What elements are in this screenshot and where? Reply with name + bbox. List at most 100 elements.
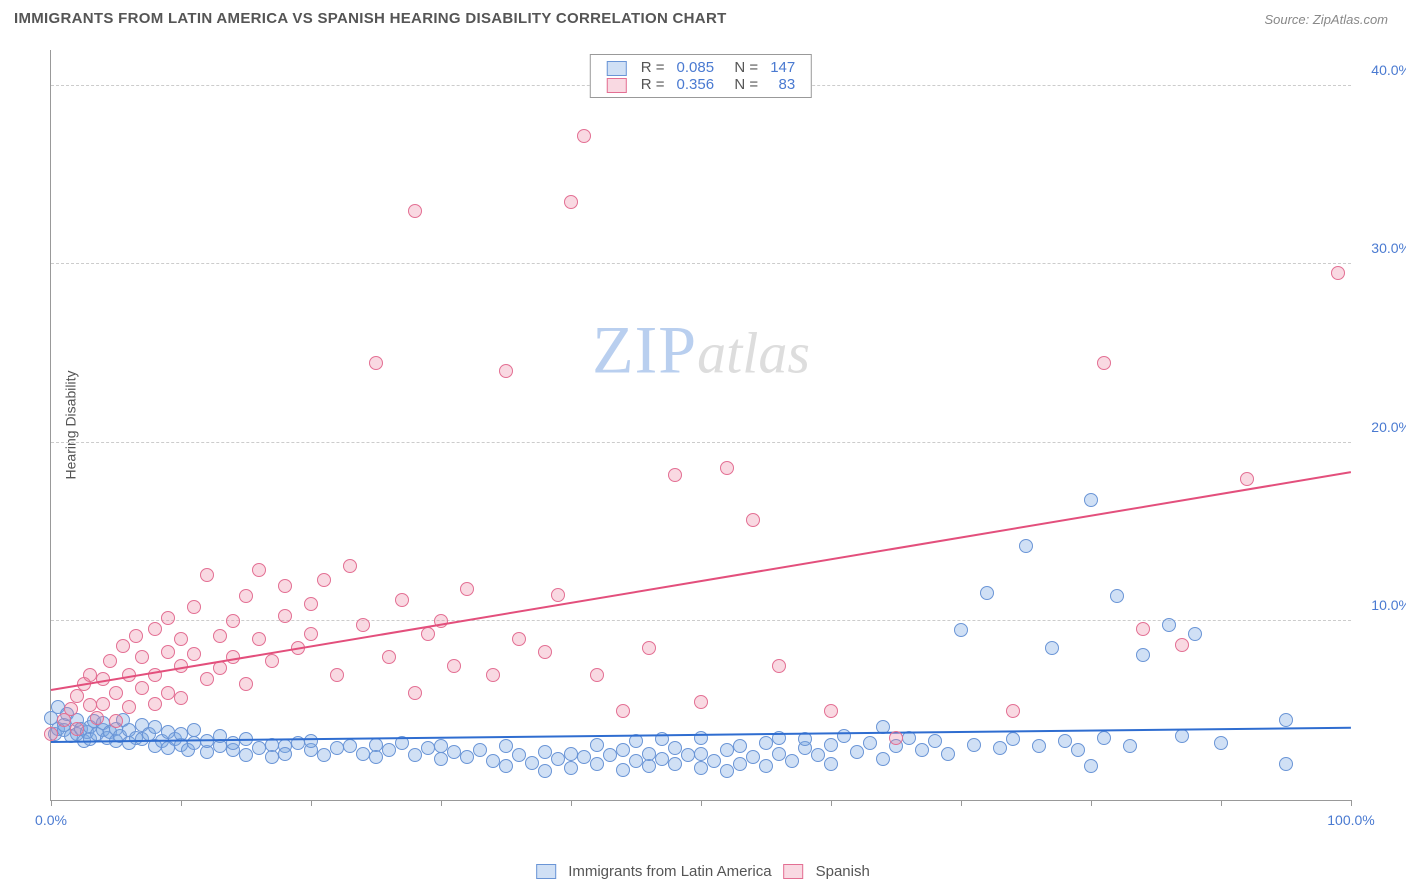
- y-tick-label: 10.0%: [1371, 597, 1406, 613]
- x-tick: [831, 800, 832, 806]
- scatter-point-spanish: [317, 573, 331, 587]
- scatter-point-latin_america: [564, 761, 578, 775]
- legend-N-value-spanish: 83: [764, 76, 801, 93]
- scatter-point-latin_america: [1188, 627, 1202, 641]
- x-tick: [1221, 800, 1222, 806]
- scatter-point-spanish: [174, 691, 188, 705]
- correlation-legend: R =0.085 N =147R =0.356 N =83: [590, 54, 812, 98]
- scatter-point-latin_america: [343, 739, 357, 753]
- x-tick: [181, 800, 182, 806]
- scatter-point-latin_america: [499, 759, 513, 773]
- scatter-point-spanish: [109, 686, 123, 700]
- scatter-point-spanish: [1006, 704, 1020, 718]
- scatter-point-spanish: [694, 695, 708, 709]
- scatter-point-spanish: [499, 364, 513, 378]
- scatter-point-spanish: [304, 597, 318, 611]
- scatter-point-latin_america: [590, 738, 604, 752]
- scatter-point-spanish: [616, 704, 630, 718]
- watermark-atlas: atlas: [697, 321, 810, 386]
- scatter-point-latin_america: [967, 738, 981, 752]
- scatter-point-latin_america: [668, 757, 682, 771]
- scatter-point-latin_america: [1279, 757, 1293, 771]
- scatter-point-latin_america: [746, 750, 760, 764]
- scatter-point-latin_america: [655, 752, 669, 766]
- scatter-point-latin_america: [694, 761, 708, 775]
- scatter-point-latin_america: [460, 750, 474, 764]
- scatter-point-latin_america: [330, 741, 344, 755]
- scatter-point-latin_america: [265, 750, 279, 764]
- scatter-point-spanish: [668, 468, 682, 482]
- scatter-point-latin_america: [629, 754, 643, 768]
- scatter-point-latin_america: [668, 741, 682, 755]
- scatter-point-latin_america: [824, 757, 838, 771]
- scatter-point-latin_america: [928, 734, 942, 748]
- scatter-point-latin_america: [980, 586, 994, 600]
- scatter-point-latin_america: [538, 764, 552, 778]
- scatter-point-latin_america: [1071, 743, 1085, 757]
- scatter-point-latin_america: [850, 745, 864, 759]
- scatter-point-spanish: [486, 668, 500, 682]
- scatter-point-latin_america: [577, 750, 591, 764]
- scatter-point-latin_america: [148, 720, 162, 734]
- scatter-point-latin_america: [1006, 732, 1020, 746]
- scatter-point-spanish: [44, 727, 58, 741]
- scatter-point-latin_america: [1175, 729, 1189, 743]
- scatter-point-spanish: [148, 697, 162, 711]
- x-tick: [961, 800, 962, 806]
- scatter-point-spanish: [70, 722, 84, 736]
- scatter-point-latin_america: [239, 748, 253, 762]
- scatter-point-spanish: [590, 668, 604, 682]
- scatter-point-latin_america: [1136, 648, 1150, 662]
- scatter-point-latin_america: [408, 748, 422, 762]
- scatter-point-latin_america: [499, 739, 513, 753]
- y-tick-label: 40.0%: [1371, 62, 1406, 78]
- gridline: [51, 263, 1351, 264]
- scatter-point-spanish: [1175, 638, 1189, 652]
- scatter-point-spanish: [304, 627, 318, 641]
- scatter-point-latin_america: [616, 763, 630, 777]
- scatter-point-spanish: [187, 647, 201, 661]
- scatter-point-latin_america: [187, 723, 201, 737]
- scatter-point-latin_america: [551, 752, 565, 766]
- scatter-point-spanish: [252, 632, 266, 646]
- x-tick: [1351, 800, 1352, 806]
- scatter-point-latin_america: [785, 754, 799, 768]
- scatter-point-spanish: [564, 195, 578, 209]
- scatter-point-latin_america: [759, 759, 773, 773]
- scatter-point-latin_america: [993, 741, 1007, 755]
- gridline: [51, 620, 1351, 621]
- scatter-point-spanish: [187, 600, 201, 614]
- scatter-point-spanish: [720, 461, 734, 475]
- x-tick-label: 0.0%: [35, 812, 67, 828]
- scatter-point-latin_america: [369, 750, 383, 764]
- legend-swatch-spanish: [784, 864, 804, 879]
- scatter-point-spanish: [200, 568, 214, 582]
- scatter-point-latin_america: [434, 739, 448, 753]
- legend-N-label: N =: [720, 59, 764, 76]
- scatter-point-spanish: [772, 659, 786, 673]
- scatter-point-latin_america: [954, 623, 968, 637]
- scatter-point-latin_america: [473, 743, 487, 757]
- scatter-point-latin_america: [421, 741, 435, 755]
- scatter-point-latin_america: [252, 741, 266, 755]
- scatter-point-spanish: [512, 632, 526, 646]
- scatter-point-latin_america: [1279, 713, 1293, 727]
- legend-R-label: R =: [635, 59, 671, 76]
- trendline-spanish: [51, 471, 1351, 691]
- scatter-point-spanish: [96, 697, 110, 711]
- scatter-point-latin_america: [1110, 589, 1124, 603]
- scatter-point-latin_america: [1032, 739, 1046, 753]
- scatter-point-spanish: [83, 668, 97, 682]
- scatter-point-spanish: [174, 632, 188, 646]
- legend-label-latin_america: Immigrants from Latin America: [568, 863, 771, 880]
- scatter-point-spanish: [135, 650, 149, 664]
- scatter-point-spanish: [200, 672, 214, 686]
- scatter-point-latin_america: [681, 748, 695, 762]
- scatter-point-spanish: [824, 704, 838, 718]
- scatter-point-latin_america: [1058, 734, 1072, 748]
- chart-source: Source: ZipAtlas.com: [1264, 12, 1388, 27]
- x-tick: [571, 800, 572, 806]
- legend-swatch-latin_america: [607, 61, 627, 76]
- scatter-point-spanish: [161, 611, 175, 625]
- scatter-point-spanish: [408, 686, 422, 700]
